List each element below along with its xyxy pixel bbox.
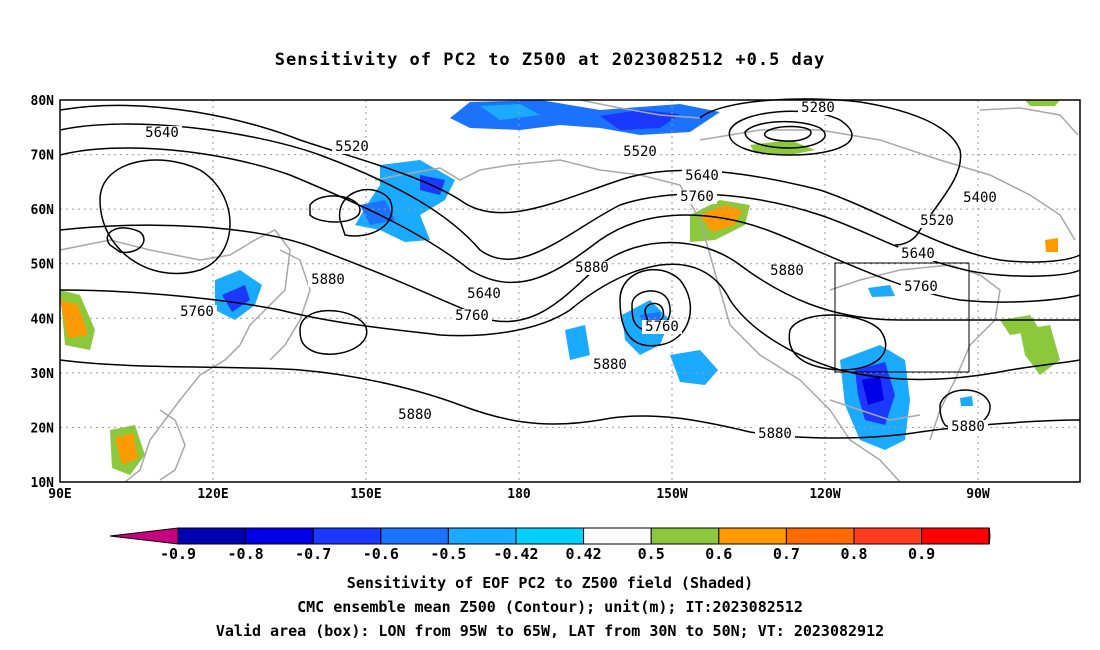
latitude-labels: 10N 20N 30N 40N 50N 60N 70N 80N	[31, 94, 55, 491]
longitude-labels: 90E120E150E180150W120W90W60W	[48, 487, 990, 502]
colorbar-segment	[718, 527, 787, 545]
lat-tick-label: 70N	[31, 149, 55, 164]
contour-label: 5760	[180, 304, 214, 320]
lon-tick-label: 120E	[197, 487, 228, 502]
valid-area-box	[834, 262, 970, 373]
contour-label-bg	[898, 247, 938, 261]
contour-label: 5880	[311, 272, 345, 288]
contour-label-bg	[332, 140, 372, 154]
contour-label-bg	[308, 273, 348, 287]
contour-label: 5760	[645, 319, 679, 335]
contour-label: 5880	[593, 357, 627, 373]
contour-label: 5880	[758, 426, 792, 442]
caption-valid-area: Valid area (box): LON from 95W to 65W, L…	[215, 622, 885, 640]
colorbar	[109, 527, 991, 545]
colorbar-segment	[921, 527, 990, 545]
contour-label-bg	[452, 309, 492, 323]
contour-label-bg	[177, 305, 217, 319]
colorbar-segment	[785, 527, 855, 545]
caption-contour: CMC ensemble mean Z500 (Contour); unit(m…	[297, 598, 803, 616]
caption-shaded: Sensitivity of EOF PC2 to Z500 field (Sh…	[346, 574, 754, 592]
lon-tick-label: 120W	[809, 487, 840, 502]
contour-label: 5880	[575, 260, 609, 276]
lon-tick-label: 150E	[350, 487, 381, 502]
colorbar-label: 0.7	[773, 545, 800, 563]
colorbar-segment	[650, 527, 720, 545]
lat-tick-label: 10N	[31, 476, 55, 491]
colorbar-segment	[447, 527, 517, 545]
contour-labels: 5640 5520 5280 5520 5640 5760 5400 5520 5640 5880…	[142, 100, 1000, 442]
contour-label-bg	[948, 420, 988, 434]
contour-label: 5640	[685, 168, 719, 184]
contour-label-bg	[917, 214, 957, 228]
contour-label-bg	[620, 145, 660, 159]
contour-label-bg	[572, 261, 612, 275]
colorbar-label: -0.6	[363, 545, 399, 563]
lat-tick-label: 60N	[31, 203, 55, 218]
colorbar-segment	[515, 527, 585, 545]
contour-label-bg	[395, 408, 435, 422]
contour-label-bg	[798, 101, 838, 115]
contour-label-bg	[755, 427, 795, 441]
contour-label: 5640	[145, 125, 179, 141]
contour-label-bg	[590, 358, 630, 372]
lat-tick-label: 40N	[31, 312, 55, 327]
contour-label: 5640	[901, 246, 935, 262]
lon-tick-label: 90E	[48, 487, 71, 502]
colorbar-labels: -0.9 -0.8 -0.7 -0.6 -0.5 -0.42 0.42 0.5 0.6 0.7 0.…	[160, 545, 935, 563]
colorbar-label: 0.5	[638, 545, 665, 563]
colorbar-label: -0.42	[493, 545, 538, 563]
contour-label: 5760	[680, 189, 714, 205]
contour-label: 5760	[904, 279, 938, 295]
colorbar-label: -0.9	[160, 545, 196, 563]
contour-label: 5880	[770, 263, 804, 279]
lat-tick-label: 30N	[31, 367, 55, 382]
lat-tick-label: 80N	[31, 94, 55, 109]
contour-label: 5520	[920, 213, 954, 229]
colorbar-segment	[583, 527, 652, 545]
contour-label-bg	[464, 287, 504, 301]
coastlines	[59, 99, 1079, 483]
colorbar-segment	[245, 527, 314, 545]
contour-label: 5280	[801, 100, 835, 116]
contour-label-bg	[682, 169, 722, 183]
lat-tick-label: 50N	[31, 258, 55, 273]
colorbar-label: -0.7	[295, 545, 331, 563]
colorbar-segment	[853, 527, 923, 545]
colorbar-label: -0.8	[228, 545, 264, 563]
colorbar-label: 0.9	[908, 545, 935, 563]
contour-label: 5640	[467, 286, 501, 302]
contour-label-bg	[767, 264, 807, 278]
lon-tick-label: 150W	[656, 487, 687, 502]
contour-label: 5520	[335, 139, 369, 155]
contour-label: 5400	[963, 190, 997, 206]
colorbar-label: 0.8	[840, 545, 867, 563]
map-frame	[59, 99, 1081, 483]
contour-label: 5880	[951, 419, 985, 435]
colorbar-label: -0.5	[430, 545, 466, 563]
graticule	[60, 100, 1080, 482]
contour-label-bg	[677, 190, 717, 204]
contour-label-bg	[642, 320, 682, 334]
lon-tick-label: 90W	[966, 487, 990, 502]
colorbar-segment	[177, 527, 247, 545]
colorbar-segment	[312, 527, 382, 545]
colorbar-label: 0.42	[566, 545, 602, 563]
lat-tick-label: 20N	[31, 421, 55, 436]
lon-tick-label: 180	[507, 487, 531, 502]
colorbar-label: 0.6	[705, 545, 732, 563]
contour-label: 5760	[455, 308, 489, 324]
map-title: Sensitivity of PC2 to Z500 at 2023082512…	[274, 50, 826, 70]
colorbar-segment	[380, 527, 449, 545]
contour-label-bg	[901, 280, 941, 294]
contour-label-bg	[960, 191, 1000, 205]
contour-label-bg	[142, 126, 182, 140]
colorbar-left-arrow	[109, 527, 179, 545]
contour-label: 5880	[398, 407, 432, 423]
colorbar-right-arrow	[988, 527, 991, 545]
contour-label: 5520	[623, 144, 657, 160]
